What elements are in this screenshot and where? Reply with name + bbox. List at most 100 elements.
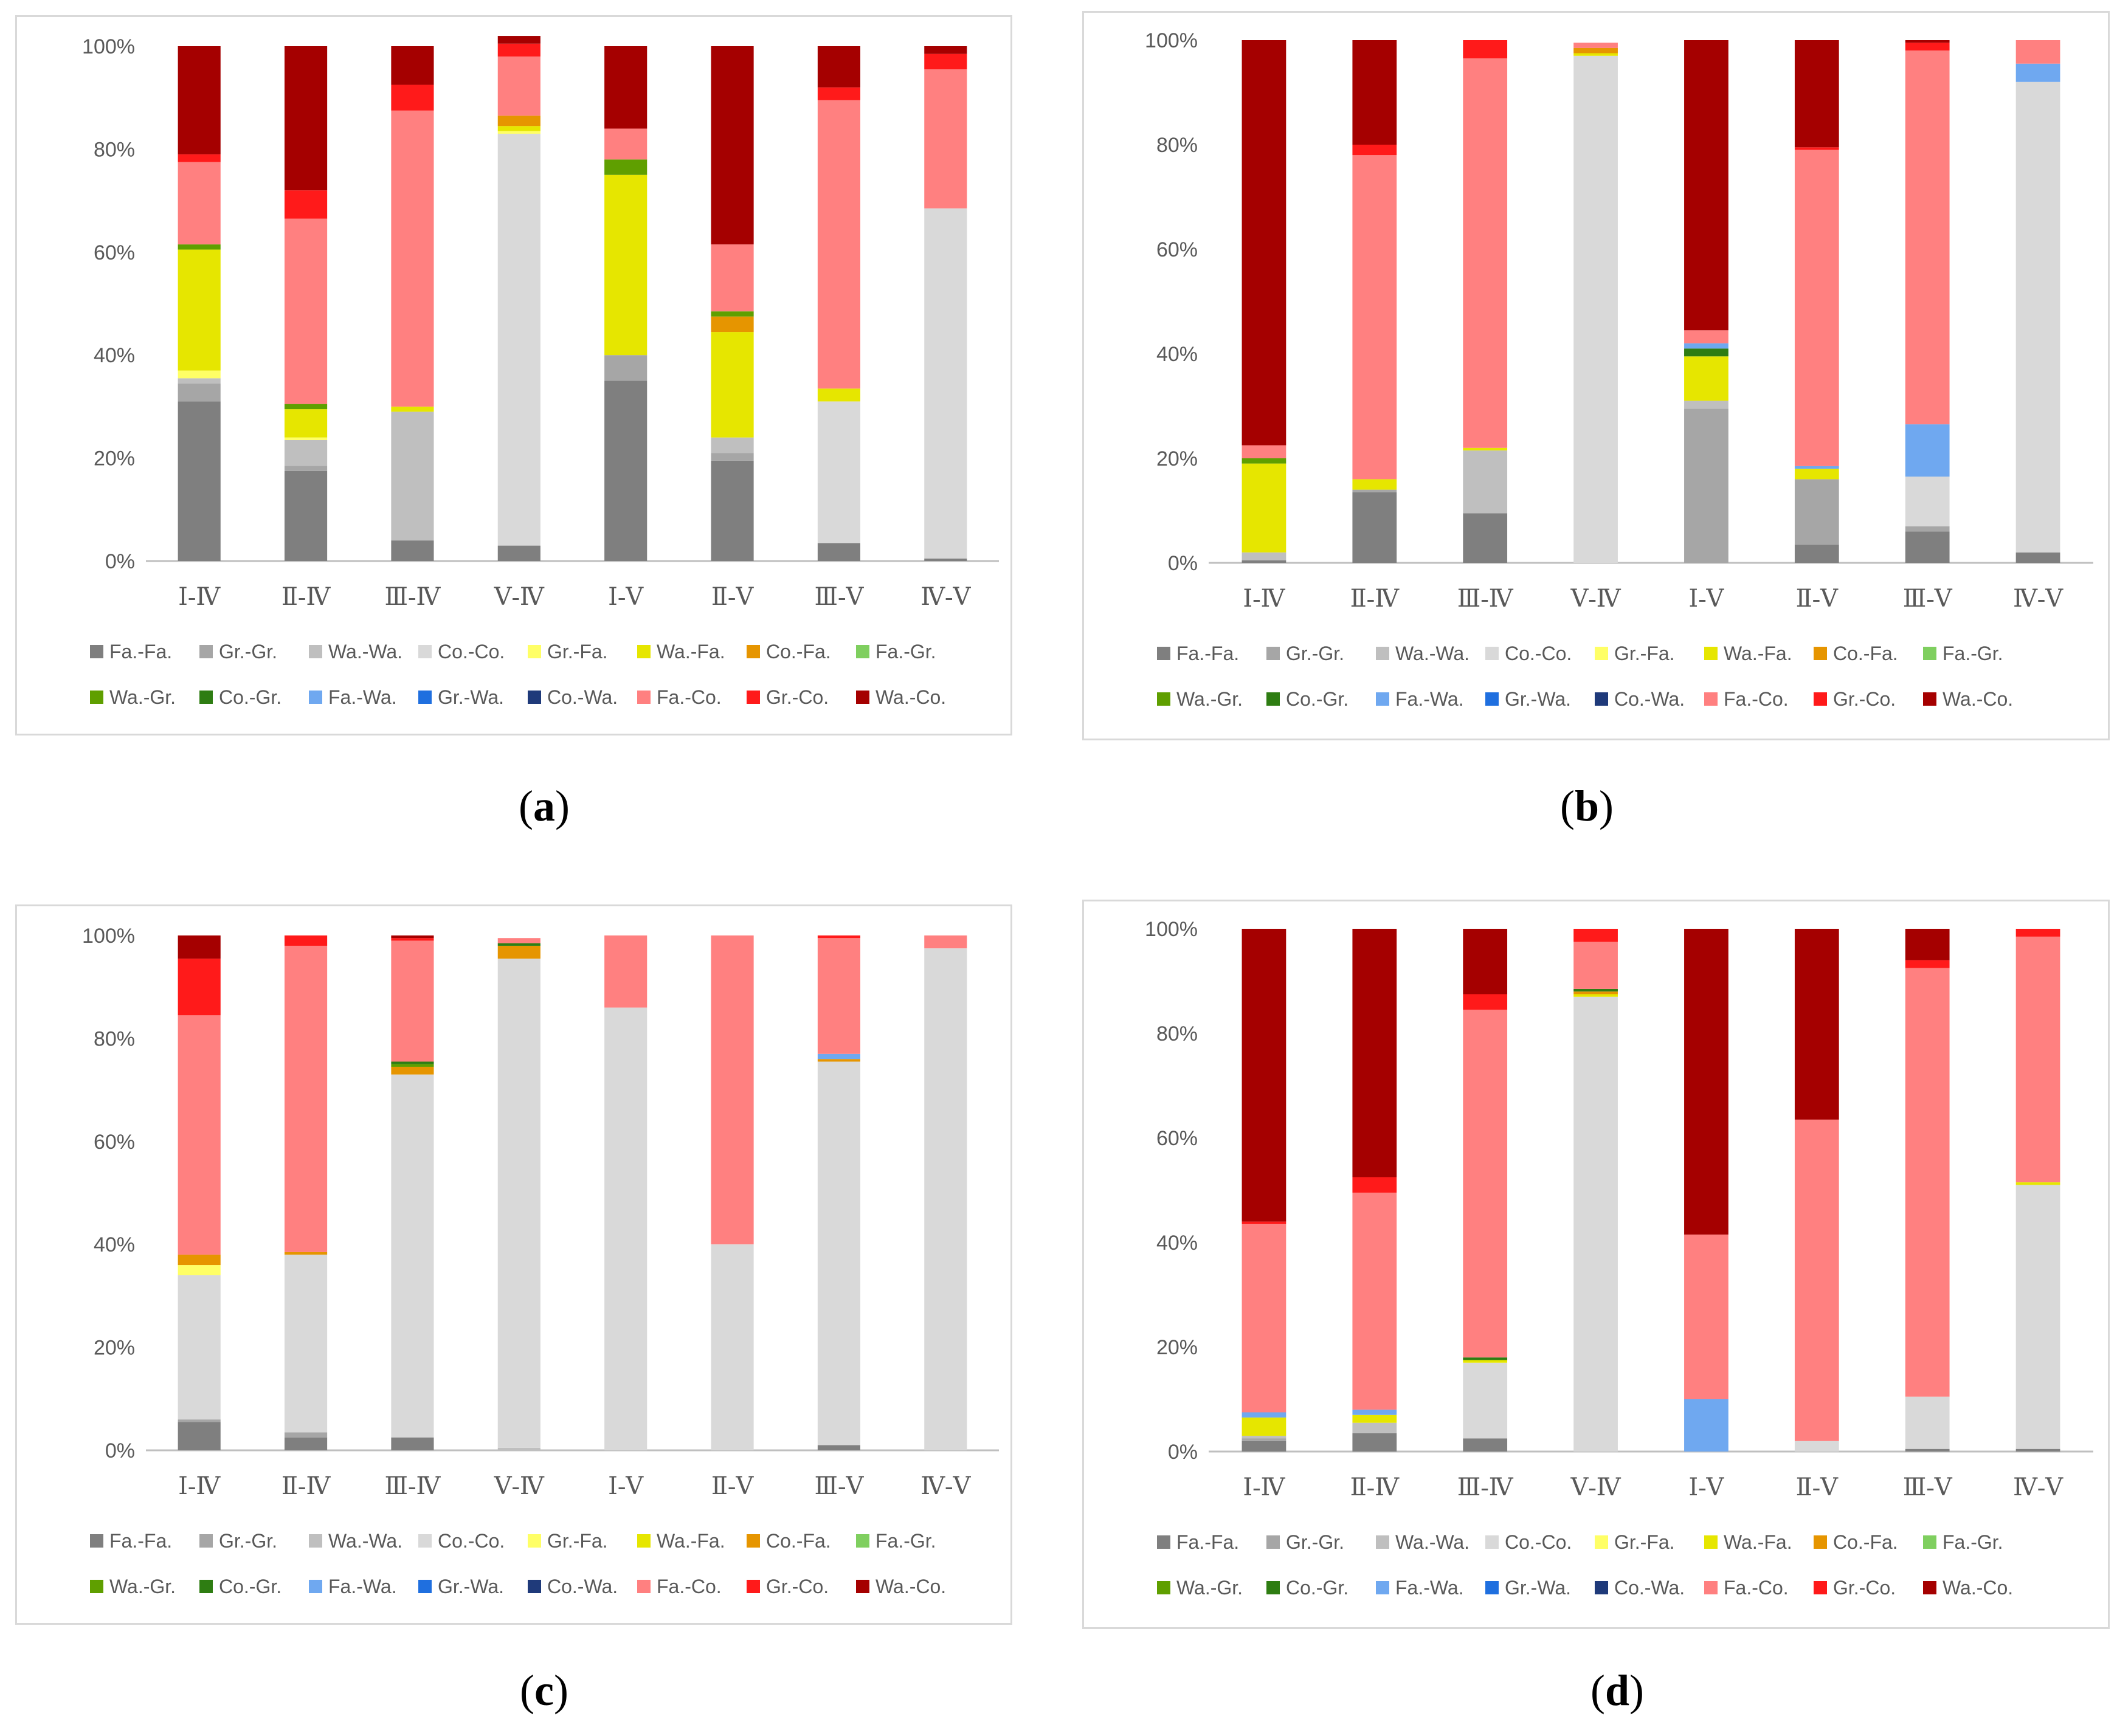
bar-segment	[1684, 1399, 1728, 1452]
bar-segment	[604, 46, 648, 129]
legend-label: Wa.-Co.	[875, 1576, 946, 1597]
bar-segment	[604, 935, 648, 1008]
legend-swatch	[1814, 692, 1827, 706]
bar-segment	[1242, 1221, 1286, 1224]
bar-segment	[1794, 1441, 1839, 1452]
bar-segment	[1794, 469, 1839, 480]
bar-segment	[497, 133, 540, 546]
x-tick-label: Ⅳ-Ⅴ	[920, 583, 971, 610]
bar-segment	[1794, 1119, 1839, 1441]
bar-segment	[604, 355, 648, 381]
caption-a: (a)	[519, 782, 570, 830]
x-tick-label: Ⅰ-Ⅳ	[178, 1472, 221, 1500]
bar-segment	[497, 115, 540, 126]
legend-label: Co.-Gr.	[1286, 688, 1349, 710]
legend-label: Fa.-Gr.	[1943, 1531, 2003, 1553]
legend-swatch	[1923, 692, 1936, 706]
legend-swatch	[90, 691, 103, 704]
bar-segment	[924, 53, 967, 70]
bar-segment	[1573, 929, 1618, 942]
legend-swatch	[1704, 692, 1718, 706]
legend-label: Gr.-Gr.	[1286, 642, 1344, 664]
bar-segment	[1463, 929, 1508, 994]
x-tick-label: Ⅰ-Ⅳ	[1243, 1473, 1285, 1501]
x-tick-label: Ⅴ-Ⅳ	[1570, 1473, 1621, 1501]
bar-segment	[391, 540, 434, 561]
legend-label: Wa.-Co.	[1943, 688, 2013, 710]
bar-segment	[1242, 1438, 1286, 1441]
bar-segment	[178, 1265, 221, 1276]
bar-segment	[1573, 47, 1618, 53]
bar-segment	[1463, 450, 1508, 514]
legend-label: Wa.-Fa.	[1724, 1531, 1792, 1553]
bar-segment	[1352, 1422, 1397, 1433]
chart-c: 0% 20% 40% 60% 80% 100% Ⅰ-Ⅳ Ⅱ-Ⅳ Ⅲ-Ⅳ Ⅴ-Ⅳ Ⅰ-Ⅴ Ⅱ-Ⅴ Ⅲ-Ⅴ Ⅳ…	[82, 925, 999, 1597]
bar-segment	[497, 945, 540, 959]
bar-segment	[2015, 81, 2060, 553]
bar-segment	[178, 244, 221, 250]
legend-swatch	[1704, 1535, 1718, 1549]
bar-segment	[178, 959, 221, 1016]
bar-segment	[178, 401, 221, 561]
legend-label: Wa.-Wa.	[328, 1530, 402, 1552]
bar-segment	[1352, 492, 1397, 563]
x-tick-label: Ⅲ-Ⅳ	[1457, 585, 1514, 612]
legend-swatch	[1157, 692, 1170, 706]
y-tick-label: 80%	[94, 138, 135, 161]
legend-label: Co.-Co.	[1505, 1531, 1572, 1553]
bar-segment	[178, 154, 221, 162]
chart-d: 0% 20% 40% 60% 80% 100% Ⅰ-Ⅳ Ⅱ-Ⅳ Ⅲ-Ⅳ Ⅴ-Ⅳ Ⅰ-Ⅴ Ⅱ-Ⅴ Ⅲ-Ⅴ Ⅳ…	[1145, 918, 2093, 1599]
bar-segment	[924, 69, 967, 208]
bar-segment	[924, 208, 967, 559]
bar-segment	[711, 437, 754, 453]
y-tick-label: 100%	[82, 35, 135, 58]
y-tick-label: 40%	[94, 344, 135, 367]
bar-segment	[178, 383, 221, 402]
bar-segment	[1905, 526, 1950, 532]
bar-segment	[284, 404, 328, 410]
chart-panel-a: 0% 20% 40% 60% 80% 100% Ⅰ-Ⅳ Ⅱ-Ⅳ Ⅲ-Ⅳ Ⅴ-Ⅳ Ⅰ-Ⅴ Ⅱ-Ⅴ Ⅲ-Ⅴ Ⅳ…	[15, 15, 1012, 735]
bar-segment	[1463, 1357, 1508, 1360]
x-tick-label: Ⅰ-Ⅴ	[1688, 1473, 1724, 1501]
y-tick-label: 60%	[1156, 238, 1198, 261]
legend-swatch	[199, 1580, 213, 1593]
bar-segment	[178, 935, 221, 959]
bar-segment	[1794, 479, 1839, 545]
legend-swatch	[1157, 1535, 1170, 1549]
bar-segment	[1463, 513, 1508, 563]
x-tick-label: Ⅰ-Ⅴ	[1688, 585, 1724, 612]
y-tick-label: 60%	[94, 241, 135, 264]
bar-segment	[1905, 531, 1950, 563]
bar-segment	[1352, 479, 1397, 490]
bar-segment	[284, 409, 328, 438]
bar-segment	[1242, 1412, 1286, 1418]
bar-segment	[1573, 942, 1618, 989]
bar-segment	[817, 1059, 861, 1062]
legend-label: Gr.-Gr.	[219, 641, 277, 663]
bar-segment	[497, 1447, 540, 1450]
x-tick-label: Ⅱ-Ⅴ	[711, 583, 755, 610]
legend-swatch	[1814, 647, 1827, 660]
legend-label: Co.-Fa.	[766, 1530, 831, 1552]
legend-label: Fa.-Co.	[657, 686, 722, 708]
bar-segment	[817, 1061, 861, 1445]
legend-swatch	[1376, 1535, 1389, 1549]
bar-segment	[1684, 40, 1728, 331]
bar-segment	[711, 453, 754, 461]
legend-label: Wa.-Gr.	[1176, 1577, 1243, 1599]
bar-segment	[2015, 1185, 2060, 1449]
legend-label: Wa.-Fa.	[657, 641, 725, 663]
bar-segment	[711, 935, 754, 1245]
x-tick-label: Ⅳ-Ⅴ	[2013, 585, 2063, 612]
y-tick-label: 20%	[1156, 1336, 1198, 1359]
legend-swatch	[528, 645, 541, 658]
bar-segment	[391, 1064, 434, 1067]
bar-segment	[604, 159, 648, 175]
bar-segment	[1242, 458, 1286, 464]
legend-swatch	[1266, 1535, 1280, 1549]
bar-segment	[284, 1252, 328, 1255]
x-tick-label: Ⅰ-Ⅴ	[608, 583, 644, 610]
bar-segment	[711, 311, 754, 317]
legend-swatch	[528, 1580, 541, 1593]
bar-segment	[1242, 445, 1286, 458]
